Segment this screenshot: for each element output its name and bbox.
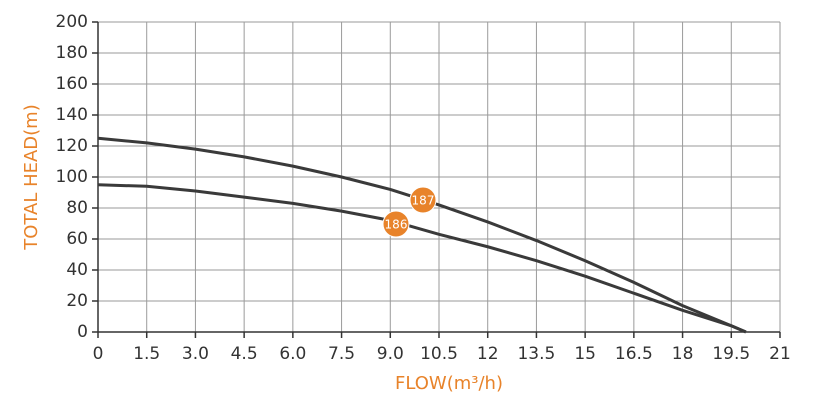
- x-tick-label: 18: [672, 344, 694, 364]
- x-tick-label: 13.5: [517, 344, 555, 364]
- x-tick-label: 9.0: [377, 344, 404, 364]
- x-tick-label: 3.0: [182, 344, 209, 364]
- y-tick-label: 20: [66, 291, 88, 311]
- series-line: [97, 183, 747, 334]
- y-tick-label: 100: [56, 167, 88, 187]
- x-tick-label: 15: [574, 344, 596, 364]
- y-tick-label: 120: [56, 136, 88, 156]
- x-tick-label: 1.5: [133, 344, 160, 364]
- x-tick-label: 16.5: [615, 344, 653, 364]
- series-badge: 187: [409, 186, 437, 214]
- x-tick-label: 19.5: [712, 344, 750, 364]
- series-badge: 186: [382, 210, 410, 238]
- x-tick-label: 10.5: [420, 344, 458, 364]
- x-tick-label: 0: [93, 344, 104, 364]
- y-axis-title: TOTAL HEAD(m): [21, 104, 42, 251]
- y-tick-label: 140: [56, 105, 88, 125]
- series-label: 187: [412, 194, 435, 208]
- series-line: [97, 136, 747, 334]
- badge-circle: [409, 186, 437, 214]
- x-axis-title: FLOW(m³/h): [395, 373, 503, 394]
- y-tick-label: 0: [77, 322, 88, 342]
- x-tick-label: 4.5: [231, 344, 258, 364]
- y-tick-label: 80: [66, 198, 88, 218]
- x-tick-label: 6.0: [279, 344, 306, 364]
- x-tick-label: 12: [477, 344, 499, 364]
- y-tick-label: 40: [66, 260, 88, 280]
- plot-area: 0 20 40 60 80 100 120 140 160 180 200 0 1.5 3.0 4.5 6.0…: [56, 12, 791, 364]
- y-tick-label: 180: [56, 43, 88, 63]
- y-tick-label: 160: [56, 74, 88, 94]
- x-tick-label: 7.5: [328, 344, 355, 364]
- series-label: 186: [385, 218, 408, 232]
- y-tick-label: 200: [56, 12, 88, 32]
- x-tick-label: 21: [769, 344, 791, 364]
- badge-circle: [382, 210, 410, 238]
- y-tick-label: 60: [66, 229, 88, 249]
